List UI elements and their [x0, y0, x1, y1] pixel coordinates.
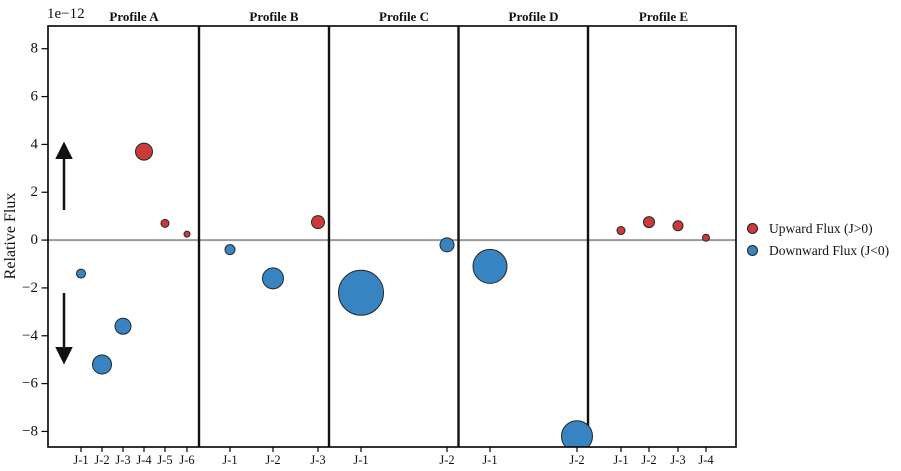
- x-tick-label: J-4: [136, 453, 152, 467]
- bubble-profile-a-J-6: [183, 230, 191, 238]
- y-tick-label: 0: [31, 232, 39, 248]
- x-tick-label: J-2: [265, 453, 280, 467]
- x-tick-label: J-1: [482, 453, 497, 467]
- legend-label-upward: Upward Flux (J>0): [769, 220, 873, 236]
- up-flux-arrow-head-icon: [55, 141, 73, 159]
- x-tick-label: J-5: [157, 453, 172, 467]
- x-tick-label: J-1: [73, 453, 88, 467]
- bubble-profile-e-J-1: [616, 226, 626, 236]
- legend-marker-upward-icon: [747, 223, 758, 234]
- axis-offset-label: 1e−12: [47, 6, 85, 22]
- bubble-profile-d-J-2: [561, 420, 593, 447]
- legend-entry-downward: Downward Flux (J<0): [747, 242, 889, 259]
- y-tick-label: 8: [31, 41, 39, 57]
- y-tick-label: 4: [31, 136, 39, 152]
- bubble-profile-c-J-2: [439, 237, 455, 253]
- x-tick-label: J-2: [439, 453, 454, 467]
- bubble-profile-b-J-2: [262, 267, 284, 290]
- plot-background: [48, 26, 736, 447]
- bubble-profile-b-J-1: [224, 244, 236, 256]
- y-tick-label: −4: [22, 328, 38, 344]
- x-tick-label: J-4: [698, 453, 714, 467]
- panel-title: Profile C: [379, 9, 429, 24]
- x-tick-label: J-1: [353, 453, 368, 467]
- legend: Upward Flux (J>0) Downward Flux (J<0): [747, 220, 889, 259]
- bubble-profile-b-J-3: [311, 215, 325, 230]
- legend-entry-upward: Upward Flux (J>0): [747, 220, 889, 237]
- x-tick-label: J-3: [310, 453, 325, 467]
- bubbles: [76, 142, 710, 447]
- panel-title: Profile D: [509, 9, 559, 24]
- y-tick-label: 2: [31, 184, 39, 200]
- panel-title: Profile A: [109, 9, 159, 24]
- bubble-profile-e-J-2: [643, 216, 655, 229]
- x-tick-label: J-3: [670, 453, 685, 467]
- x-tick-label: J-2: [641, 453, 656, 467]
- x-tick-label: J-3: [115, 453, 130, 467]
- y-tick-label: 6: [31, 89, 39, 105]
- bubble-profile-a-J-1: [76, 268, 86, 279]
- down-flux-arrow-head-icon: [55, 347, 73, 365]
- bubble-profile-a-J-2: [92, 354, 112, 375]
- x-tick-label: J-1: [613, 453, 628, 467]
- y-tick-label: −2: [22, 280, 38, 296]
- bubble-profile-a-J-4: [135, 142, 153, 161]
- bubble-profile-a-J-3: [114, 317, 132, 335]
- panel-title: Profile B: [249, 9, 299, 24]
- plot-border: [47, 25, 737, 448]
- bubble-profile-a-J-5: [160, 218, 170, 228]
- bubble-profile-e-J-4: [702, 233, 710, 242]
- legend-marker-downward-icon: [747, 245, 758, 256]
- y-axis-label: Relative Flux: [2, 192, 19, 280]
- y-tick-label: −8: [22, 423, 38, 439]
- bubble-profile-e-J-3: [672, 220, 684, 232]
- bubble-profile-c-J-1: [338, 269, 384, 316]
- y-tick-label: −6: [22, 376, 38, 392]
- x-tick-label: J-2: [569, 453, 584, 467]
- x-tick-label: J-6: [179, 453, 194, 467]
- x-tick-label: J-2: [94, 453, 109, 467]
- x-tick-label: J-1: [222, 453, 237, 467]
- legend-label-downward: Downward Flux (J<0): [769, 242, 890, 258]
- panel-title: Profile E: [639, 9, 688, 24]
- bubble-profile-d-J-1: [472, 248, 508, 284]
